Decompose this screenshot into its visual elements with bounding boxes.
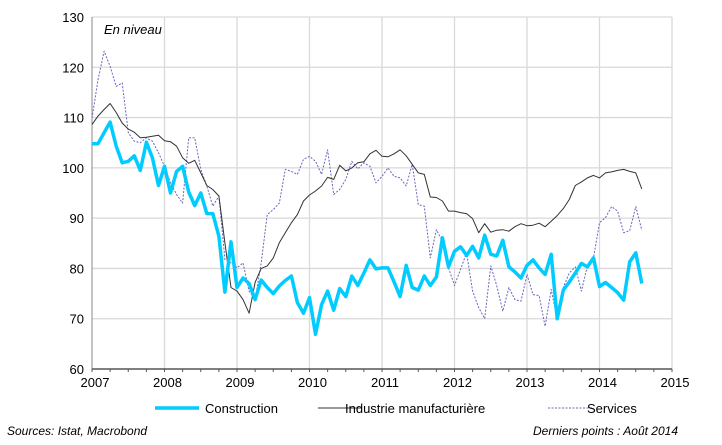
series-line-construction xyxy=(92,120,644,337)
legend-label: Construction xyxy=(205,401,278,416)
series-lines xyxy=(91,50,644,337)
x-tick-label: 2015 xyxy=(661,375,690,390)
x-tick-label: 2012 xyxy=(443,375,472,390)
series-line-services xyxy=(91,50,643,327)
x-tick-label: 2008 xyxy=(153,375,182,390)
y-tick-label: 60 xyxy=(70,362,84,377)
axes: 60 70 80 90 100 110 120 130 2007 2008 2009 2010 2011… xyxy=(62,10,689,390)
sources-note: Sources: Istat, Macrobond xyxy=(7,424,148,438)
y-tick-label: 100 xyxy=(62,161,84,176)
chart-annotation: En niveau xyxy=(104,22,162,37)
y-tick-label: 90 xyxy=(70,211,84,226)
x-tick-label: 2007 xyxy=(81,375,110,390)
x-tick-label: 2010 xyxy=(298,375,327,390)
legend-label: Services xyxy=(587,401,637,416)
x-tick-label: 2011 xyxy=(371,375,399,390)
y-tick-label: 130 xyxy=(62,10,84,25)
x-tick-label: 2014 xyxy=(588,375,617,390)
gridlines xyxy=(92,16,673,369)
legend-label: Industrie manufacturière xyxy=(345,401,485,416)
last-points-note: Derniers points : Août 2014 xyxy=(533,424,678,438)
x-tick-label: 2013 xyxy=(516,375,545,390)
y-tick-label: 120 xyxy=(62,60,84,75)
x-tick-label: 2009 xyxy=(226,375,255,390)
y-tick-label: 70 xyxy=(70,312,84,327)
legend: Construction Industrie manufacturière Serv… xyxy=(155,401,637,416)
series-line-industrie-manufacturi-re xyxy=(91,103,643,314)
y-tick-label: 110 xyxy=(63,111,84,126)
y-tick-label: 80 xyxy=(70,261,84,276)
